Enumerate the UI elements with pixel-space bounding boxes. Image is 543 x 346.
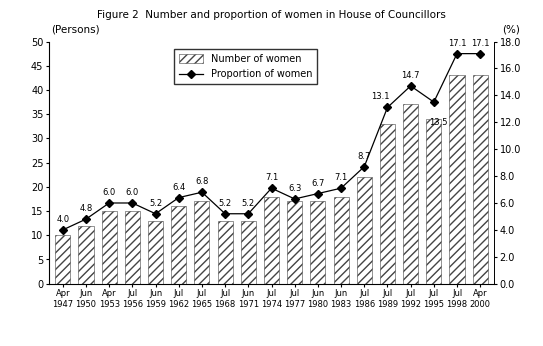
Legend: Number of women, Proportion of women: Number of women, Proportion of women (174, 49, 317, 84)
Bar (333, 197, 349, 284)
Bar (287, 201, 302, 284)
Text: 5.2: 5.2 (242, 199, 255, 208)
Text: 6.4: 6.4 (172, 183, 185, 192)
Bar (450, 75, 465, 284)
Bar (403, 104, 418, 284)
Text: 4.8: 4.8 (79, 204, 93, 213)
Bar (55, 235, 71, 284)
Bar (125, 211, 140, 284)
Text: 4.0: 4.0 (56, 215, 70, 224)
Text: 13.1: 13.1 (371, 92, 390, 101)
Bar (148, 221, 163, 284)
Bar (264, 197, 279, 284)
Text: 7.1: 7.1 (265, 173, 278, 182)
Text: 8.7: 8.7 (358, 152, 371, 161)
Text: 6.8: 6.8 (195, 177, 209, 186)
Text: 6.0: 6.0 (126, 188, 139, 197)
Text: Figure 2  Number and proportion of women in House of Councillors: Figure 2 Number and proportion of women … (97, 10, 446, 20)
Text: (%): (%) (502, 25, 520, 35)
Bar (171, 206, 186, 284)
Text: 6.3: 6.3 (288, 184, 301, 193)
Text: 17.1: 17.1 (448, 38, 466, 47)
Bar (78, 226, 93, 284)
Text: (Persons): (Persons) (51, 24, 100, 34)
Text: 17.1: 17.1 (471, 38, 489, 47)
Bar (380, 124, 395, 284)
Text: 5.2: 5.2 (149, 199, 162, 208)
Bar (102, 211, 117, 284)
Bar (311, 201, 325, 284)
Text: 6.0: 6.0 (103, 188, 116, 197)
Text: 7.1: 7.1 (334, 173, 348, 182)
Bar (357, 177, 372, 284)
Text: 13.5: 13.5 (429, 118, 448, 127)
Bar (241, 221, 256, 284)
Bar (218, 221, 232, 284)
Bar (426, 119, 441, 284)
Text: 6.7: 6.7 (311, 179, 325, 188)
Text: 14.7: 14.7 (401, 71, 420, 80)
Bar (472, 75, 488, 284)
Text: 5.2: 5.2 (218, 199, 232, 208)
Bar (194, 201, 210, 284)
